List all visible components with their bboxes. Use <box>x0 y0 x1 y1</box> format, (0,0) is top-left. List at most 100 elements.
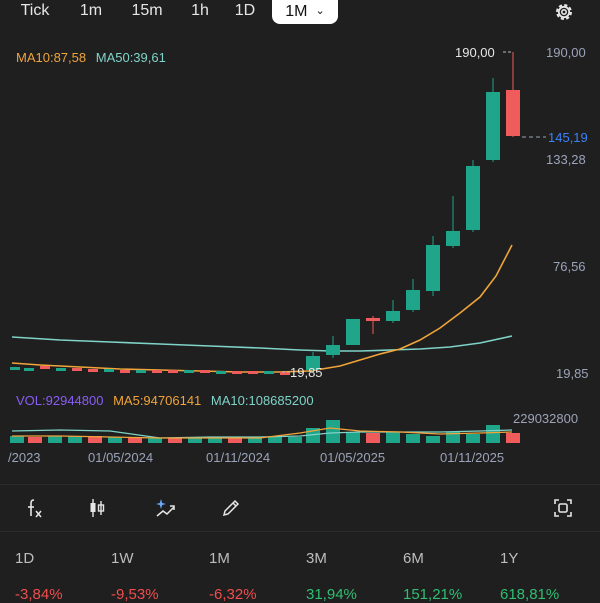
volume-bar <box>406 434 420 443</box>
vol-ma5-line <box>12 427 513 439</box>
perf-label: 6M <box>403 550 424 567</box>
volume-bar <box>346 432 360 443</box>
perf-1m[interactable]: 1M -6,32% <box>209 550 257 603</box>
perf-value: 151,21% <box>403 586 463 603</box>
perf-label: 3M <box>306 550 327 567</box>
price-label-19: 19,85 <box>556 366 589 381</box>
volume-axis-label: 229032800 <box>513 411 578 426</box>
candle <box>168 370 178 373</box>
candle <box>24 368 34 371</box>
volume-bar <box>486 425 500 443</box>
price-label-high: 190,00 <box>546 45 586 60</box>
perf-1y[interactable]: 1Y 618,81% <box>500 550 559 603</box>
volume-bar <box>386 432 400 443</box>
price-chart[interactable]: 190,00 19,85 190,00 145,19 133,28 76,56 … <box>0 0 600 480</box>
tab-1-month-label: 1M <box>285 3 308 20</box>
pencil-icon[interactable] <box>214 491 248 525</box>
screenshot-icon[interactable] <box>546 491 580 525</box>
volume-bar <box>326 420 340 443</box>
ma50-line <box>11 335 513 352</box>
tab-1d[interactable]: 1D <box>234 2 256 19</box>
perf-value: -3,84% <box>15 586 63 603</box>
candle <box>486 92 500 160</box>
candles <box>10 52 520 375</box>
perf-1d[interactable]: 1D -3,84% <box>15 550 63 603</box>
perf-6m[interactable]: 6M 151,21% <box>403 550 462 603</box>
volume-bar <box>366 433 380 443</box>
performance-summary: 1D -3,84% 1W -9,53% 1M -6,32% 3M 31,94% … <box>0 540 600 603</box>
perf-3m[interactable]: 3M 31,94% <box>306 550 357 603</box>
candle <box>216 371 226 374</box>
candle <box>264 371 274 374</box>
perf-1w[interactable]: 1W -9,53% <box>111 550 159 603</box>
gear-icon[interactable] <box>552 0 576 24</box>
perf-value: 618,81% <box>500 586 560 603</box>
ma10-line <box>11 244 513 373</box>
tab-15m[interactable]: 15m <box>131 2 163 19</box>
volume-legend: VOL:92944800 MA5:94706141 MA10:108685200 <box>16 393 314 408</box>
volume-bar <box>88 436 102 443</box>
volume-bar <box>10 436 24 443</box>
volume-bar <box>128 437 142 443</box>
tab-1-month[interactable]: 1M ⌄ <box>272 0 338 24</box>
low-annotation: 19,85 <box>290 365 323 380</box>
candle <box>56 368 66 371</box>
perf-value: -9,53% <box>111 586 159 603</box>
volume-bar <box>268 437 282 443</box>
candle <box>120 370 130 373</box>
candle <box>88 369 98 372</box>
candle <box>136 370 146 373</box>
date-label: 01/05/2024 <box>88 450 153 465</box>
candle <box>184 370 194 373</box>
candle <box>406 290 420 310</box>
candle <box>72 368 82 371</box>
volume-bar <box>188 437 202 443</box>
candle <box>200 370 210 373</box>
perf-label: 1D <box>15 550 35 567</box>
candlestick-icon[interactable] <box>80 491 114 525</box>
price-label-current: 145,19 <box>548 130 588 145</box>
candle <box>10 367 20 370</box>
volume-bar <box>68 436 82 443</box>
volume-bar <box>466 434 480 443</box>
chevron-down-icon: ⌄ <box>315 5 325 17</box>
candle <box>506 90 520 136</box>
chart-toolbar <box>0 484 600 532</box>
candle <box>248 371 258 374</box>
perf-label: 1M <box>209 550 230 567</box>
vol-ma10-line <box>11 429 513 439</box>
volume-bar <box>228 438 242 443</box>
candle <box>104 369 114 372</box>
high-annotation: 190,00 <box>455 45 495 60</box>
candle <box>280 372 290 375</box>
ma-legend: MA10:87,58 MA50:39,61 <box>16 50 166 65</box>
fx-icon[interactable] <box>18 491 52 525</box>
volume-bar <box>446 432 460 443</box>
candle <box>152 370 162 373</box>
volume-bar <box>108 437 122 443</box>
candle <box>426 245 440 291</box>
volume-bar <box>148 438 162 443</box>
volume-bar <box>208 438 222 443</box>
perf-label: 1Y <box>500 550 519 567</box>
candle <box>40 366 50 369</box>
perf-value: 31,94% <box>306 586 357 603</box>
candle <box>346 319 360 345</box>
candle <box>366 318 380 321</box>
volume-bar <box>168 438 182 443</box>
tab-1h[interactable]: 1h <box>191 2 209 19</box>
perf-label: 1W <box>111 550 134 567</box>
candle <box>232 371 242 374</box>
price-label-133: 133,28 <box>546 152 586 167</box>
volume-bar <box>48 436 62 443</box>
ai-sparkle-icon[interactable] <box>148 491 182 525</box>
volume-bar <box>426 436 440 443</box>
ma10-value: MA10:87,58 <box>16 50 87 65</box>
candle <box>466 166 480 230</box>
date-label: 01/11/2024 <box>206 450 270 465</box>
tab-1m[interactable]: 1m <box>79 2 103 19</box>
date-label: 01/05/2025 <box>320 450 385 465</box>
candle <box>306 356 320 370</box>
candle <box>326 345 340 355</box>
tab-tick[interactable]: Tick <box>20 2 50 19</box>
